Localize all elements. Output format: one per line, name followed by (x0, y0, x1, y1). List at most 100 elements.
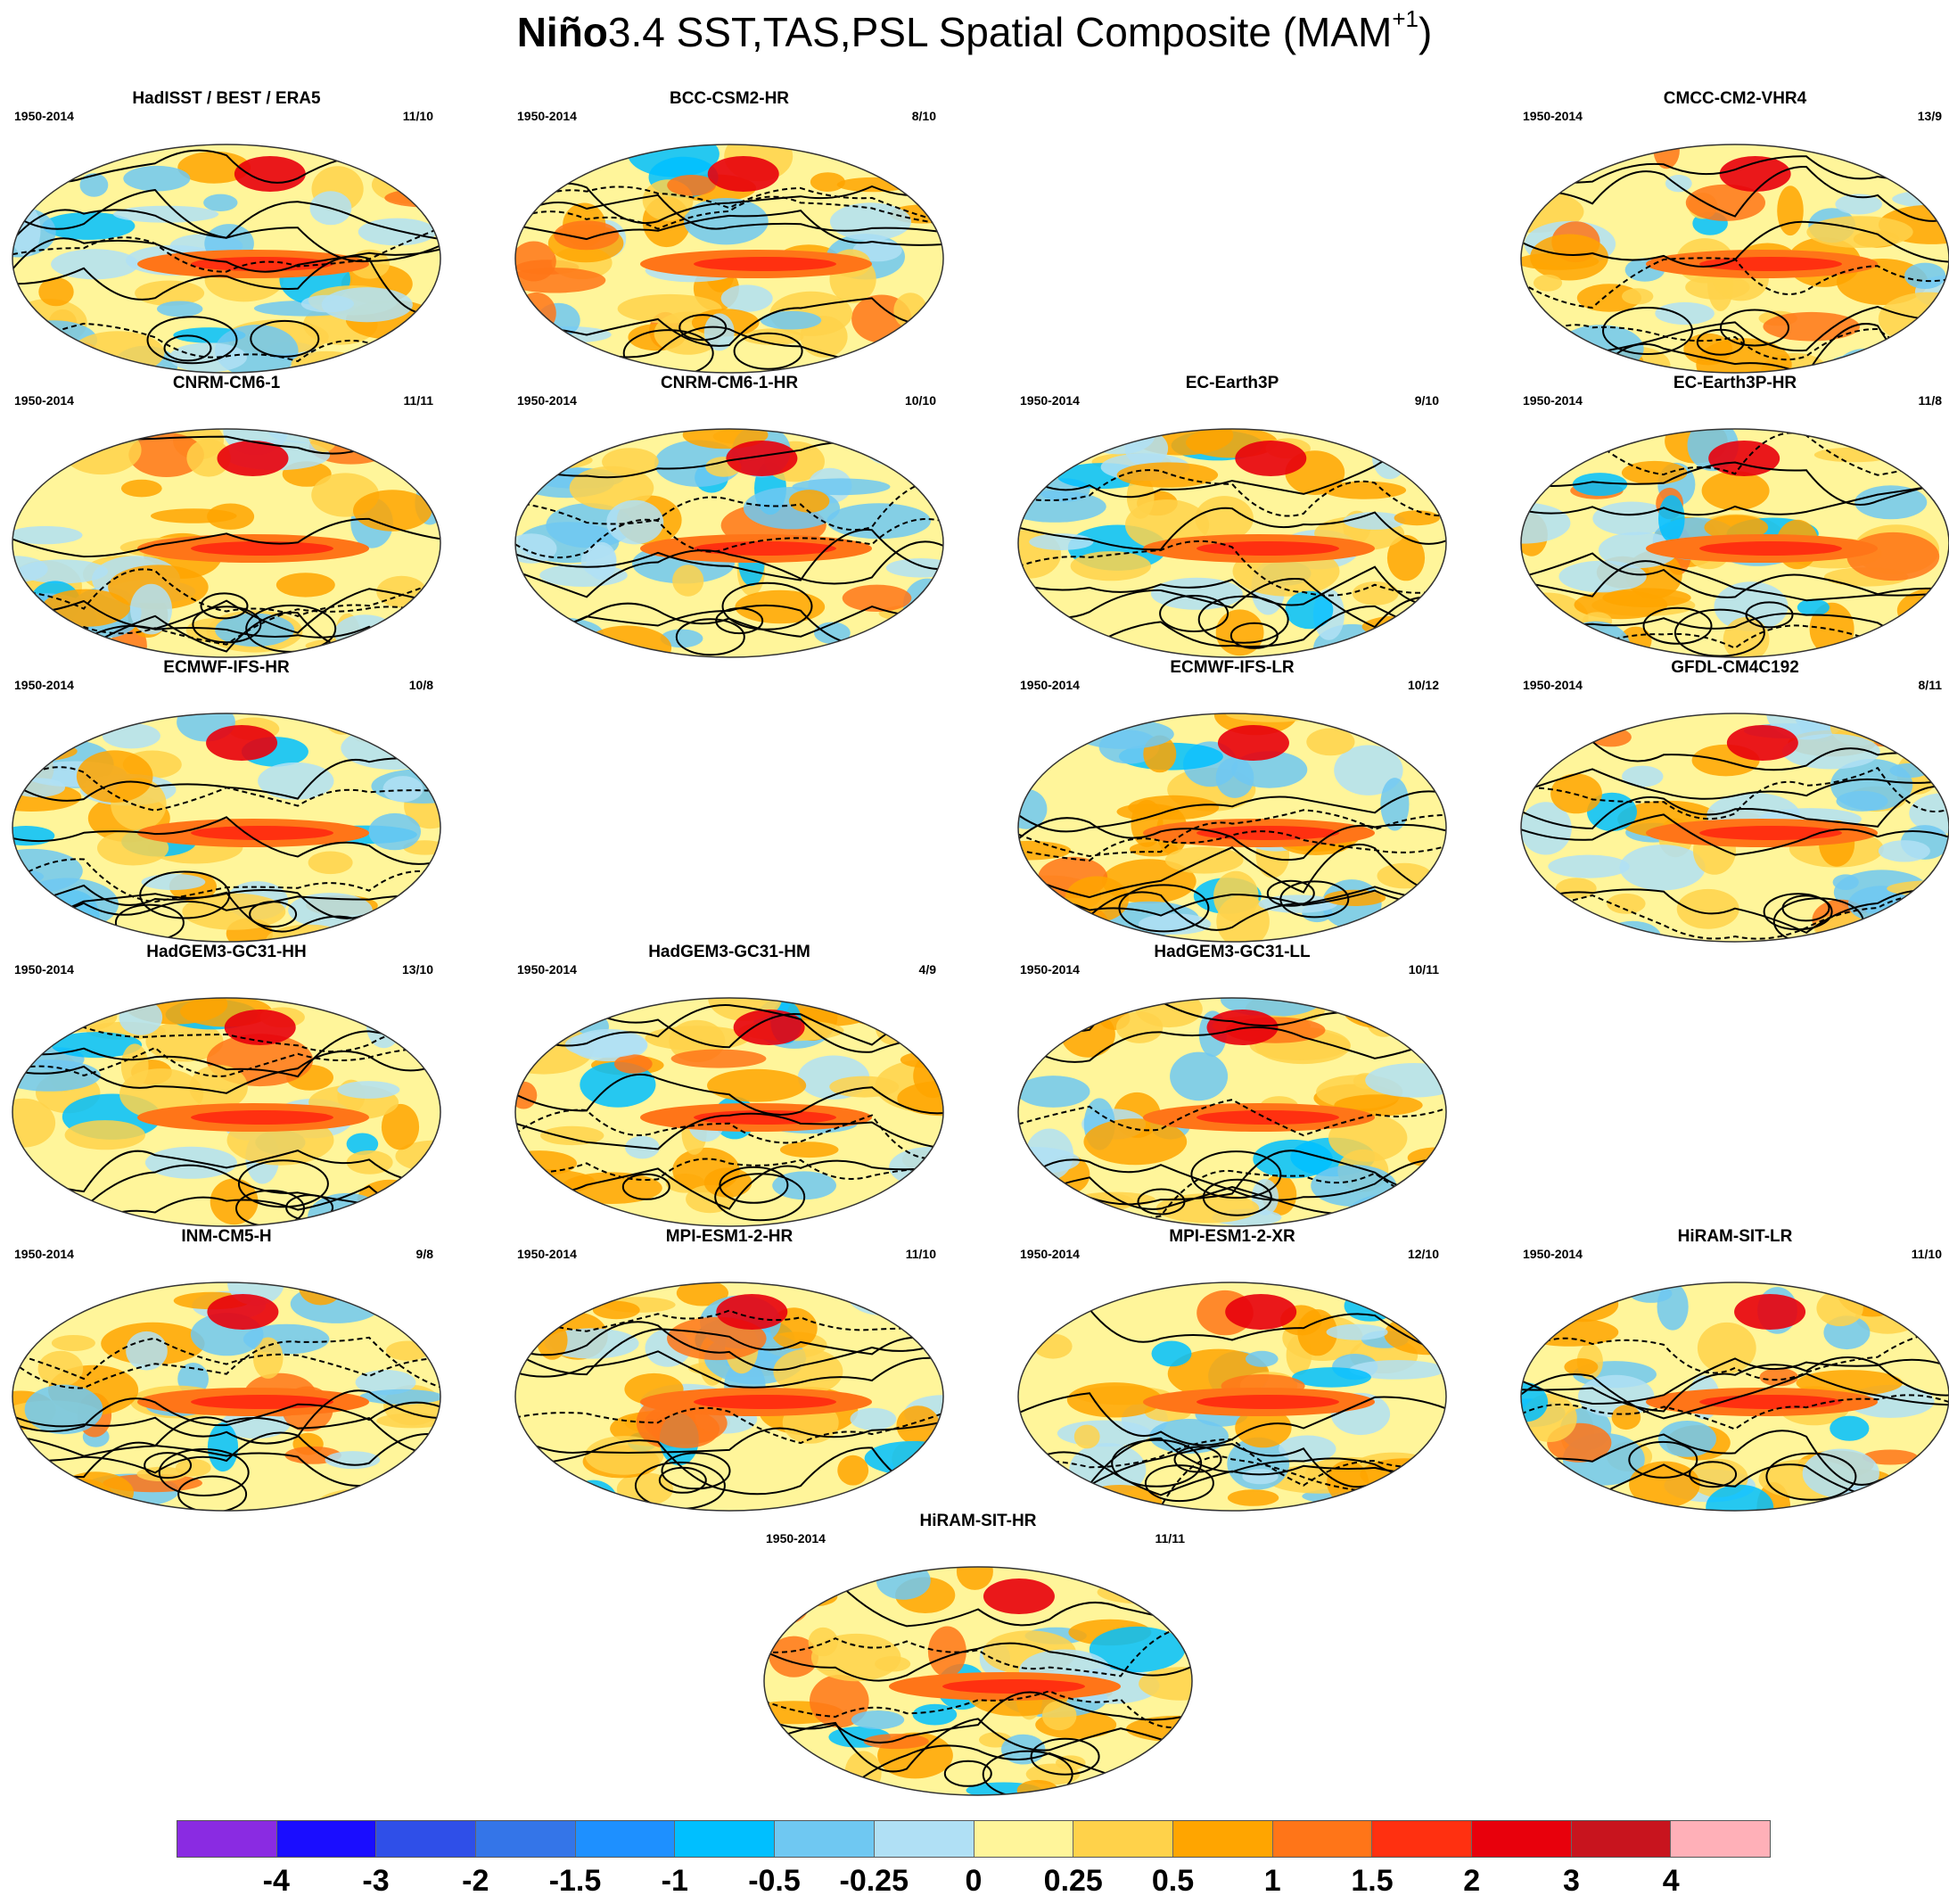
anomaly-patch (333, 614, 396, 652)
anomaly-patch (1521, 1318, 1619, 1347)
anomaly-patch (1548, 854, 1630, 878)
psl-contour-loop (678, 314, 728, 342)
anomaly-patch (1665, 175, 1692, 193)
anomaly-patch (602, 448, 659, 476)
panel-period: 1950-2014 (1523, 393, 1583, 408)
anomaly-patch (1607, 893, 1646, 914)
enso-warm-core (191, 257, 333, 271)
anomaly-patch (1060, 1010, 1115, 1058)
anomaly-patch (515, 998, 544, 1046)
anomaly-patch (1227, 1489, 1279, 1506)
anomaly-patch (1344, 1290, 1396, 1322)
map-outline (1520, 1282, 1949, 1512)
anomaly-patch (672, 565, 704, 597)
map-panel: ECMWF-IFS-HR 1950-2014 10/8 (5, 656, 448, 944)
anomaly-patch (1530, 234, 1608, 281)
anomaly-patch (515, 429, 583, 449)
panel-title: HadGEM3-GC31-HM (648, 943, 810, 961)
title-bold: Niño (516, 9, 608, 55)
psl-contour (12, 1337, 440, 1381)
psl-contour-loop (1190, 1150, 1282, 1199)
psl-contour (12, 227, 440, 273)
anomaly-patch (1018, 429, 1105, 457)
anomaly-patch (207, 1422, 239, 1472)
map-outline (1520, 713, 1949, 943)
psl-contour (12, 237, 440, 273)
psl-contour (1521, 155, 1949, 187)
psl-contour-loop (1202, 1178, 1272, 1216)
colorbar-swatch (1671, 1821, 1770, 1857)
anomaly-patch (358, 218, 437, 246)
psl-contour (515, 1112, 943, 1150)
anomaly-patch (1533, 274, 1563, 292)
anomaly-patch (660, 629, 703, 648)
anomaly-patch (580, 544, 617, 577)
anomaly-patch (554, 220, 620, 251)
anomaly-patch (1592, 501, 1672, 536)
anomaly-patch (337, 1081, 400, 1099)
anomaly-patch (1572, 473, 1628, 497)
anomaly-patch (1777, 185, 1804, 236)
anomaly-patch (1074, 719, 1174, 749)
psl-contour-loop (733, 332, 803, 370)
psl-contour (515, 1159, 943, 1210)
map-outline (514, 428, 944, 658)
anomaly-patch (829, 1076, 900, 1098)
anomaly-patch (1598, 532, 1679, 569)
anomaly-patch (258, 762, 334, 800)
anomaly-patch (1723, 616, 1770, 657)
map-outline (12, 428, 441, 658)
anomaly-patch (203, 194, 238, 211)
colorbar-tick-label: 3 (1563, 1864, 1580, 1898)
map-plot (1017, 713, 1447, 943)
anomaly-patch (1116, 462, 1219, 488)
psl-contour (1521, 766, 1949, 820)
anomaly-patch (144, 1146, 237, 1179)
anomaly-patch (119, 1000, 163, 1035)
anomaly-patch (24, 1183, 64, 1218)
anomaly-patch (773, 1348, 843, 1395)
psl-contour (515, 1109, 943, 1160)
anomaly-patch (1622, 765, 1664, 787)
anomaly-patch (321, 287, 413, 323)
psl-contour-loop (675, 618, 745, 656)
anomaly-patch (1394, 510, 1440, 526)
anomaly-patch (1676, 888, 1739, 929)
anomaly-patch (1195, 496, 1254, 541)
panel-period: 1950-2014 (14, 393, 74, 408)
anomaly-patch (1697, 1322, 1756, 1374)
arctic-hotspot (733, 1010, 805, 1045)
anomaly-patch (564, 1031, 647, 1059)
psl-contour-loop (943, 1760, 992, 1787)
psl-contour (12, 1150, 440, 1193)
anomaly-patch (1796, 1370, 1904, 1397)
panel-count: 8/11 (1918, 678, 1942, 692)
map-outline (12, 713, 441, 943)
anomaly-patch (1909, 793, 1949, 834)
anomaly-patch (888, 621, 943, 636)
anomaly-patch (1018, 1188, 1085, 1226)
psl-contour (1521, 560, 1949, 602)
anomaly-patch (346, 1133, 379, 1156)
psl-contour (1018, 843, 1446, 899)
psl-contour-loop (658, 1466, 707, 1494)
map-panel: HiRAM-SIT-HR 1950-2014 11/11 (757, 1510, 1199, 1797)
anomaly-patch (51, 1335, 95, 1351)
psl-contour-loop (1137, 1188, 1186, 1216)
anomaly-patch (684, 198, 769, 245)
panel-count: 10/12 (1407, 678, 1439, 692)
psl-contour (764, 1626, 1192, 1677)
arctic-hotspot (234, 156, 306, 192)
anomaly-patch (779, 1142, 839, 1158)
psl-contour (12, 816, 440, 865)
anomaly-patch (353, 490, 432, 532)
anomaly-patch (1235, 1407, 1292, 1448)
anomaly-patch (1342, 998, 1421, 1029)
anomaly-patch (359, 1389, 440, 1405)
anomaly-patch (12, 738, 41, 766)
psl-contour (515, 1073, 943, 1116)
arctic-hotspot (1708, 441, 1780, 476)
panel-period: 1950-2014 (1020, 962, 1080, 977)
anomaly-patch (1066, 1382, 1163, 1418)
map-panel: MPI-ESM1-2-HR 1950-2014 11/10 (508, 1225, 950, 1512)
